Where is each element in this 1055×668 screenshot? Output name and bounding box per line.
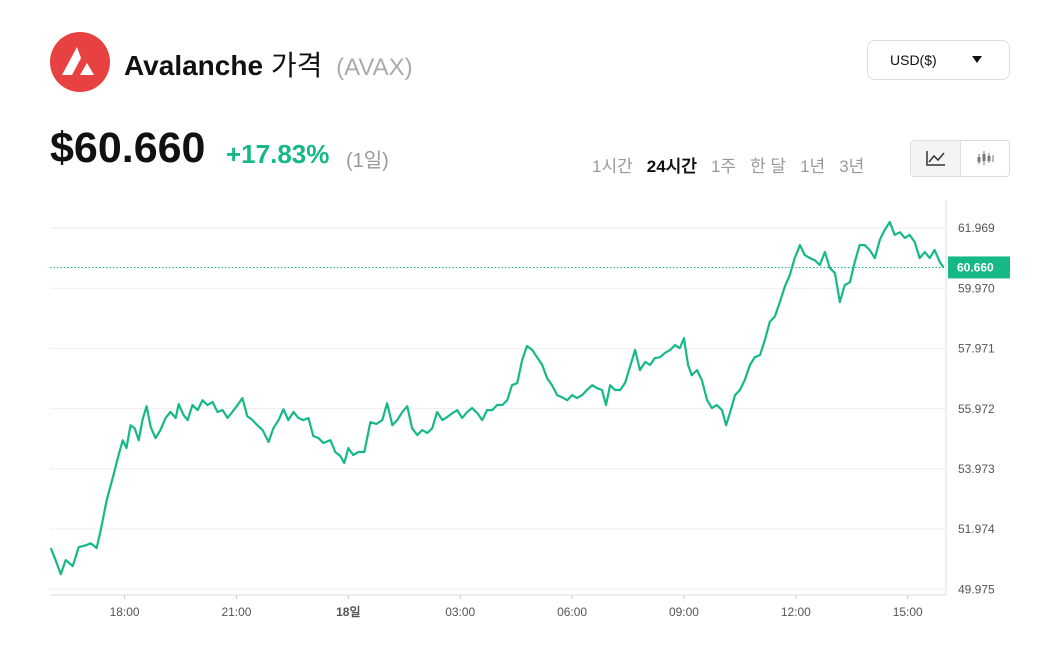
- time-tab[interactable]: 3년: [839, 157, 865, 176]
- price: $60.660: [50, 124, 206, 172]
- coin-symbol: (AVAX): [336, 54, 413, 81]
- current-price-label: 60.660: [957, 261, 994, 275]
- y-tick-label: 49.975: [958, 582, 995, 596]
- time-tab[interactable]: 한 달: [750, 157, 787, 176]
- current-price-badge: [948, 256, 1010, 279]
- title-suffix: 가격: [270, 50, 323, 81]
- y-tick-label: 53.973: [958, 462, 995, 476]
- price-line: [49, 220, 945, 576]
- currency-select[interactable]: USD($): [867, 40, 1010, 80]
- y-tick-label: 55.972: [958, 402, 995, 416]
- time-tab[interactable]: 1주: [710, 157, 737, 176]
- candle-chart-button[interactable]: [961, 141, 1009, 176]
- x-tick-label: 06:00: [557, 605, 587, 619]
- x-tick-label: 15:00: [893, 605, 923, 619]
- currency-label: USD($): [890, 52, 937, 68]
- x-tick-label: 09:00: [669, 605, 699, 619]
- title-row: Avalanche 가격 (AVAX): [124, 44, 413, 84]
- coin-name: Avalanche: [124, 50, 264, 81]
- y-tick-label: 57.971: [958, 342, 995, 356]
- change-period: (1일): [346, 150, 389, 172]
- time-tab[interactable]: 24시간: [646, 157, 697, 176]
- logo: [50, 32, 110, 92]
- y-tick-label: 51.974: [958, 522, 995, 536]
- time-tab[interactable]: 1시간: [592, 157, 633, 176]
- time-tabs: 1시간 24시간 1주 한 달 1년 3년: [592, 152, 878, 177]
- x-tick-label: 18일: [336, 605, 360, 619]
- y-tick-label: 61.969: [958, 221, 995, 235]
- chart-type-toggle: [910, 140, 1010, 177]
- time-tab[interactable]: 1년: [800, 157, 826, 176]
- dropdown-arrow: [972, 56, 982, 63]
- x-tick-label: 03:00: [445, 605, 475, 619]
- price-change: +17.83%: [226, 139, 330, 169]
- x-tick-label: 12:00: [781, 605, 811, 619]
- x-tick-label: 21:00: [221, 605, 251, 619]
- x-tick-label: 18:00: [110, 605, 140, 619]
- line-chart-button[interactable]: [911, 141, 961, 176]
- y-tick-label: 59.970: [958, 281, 995, 295]
